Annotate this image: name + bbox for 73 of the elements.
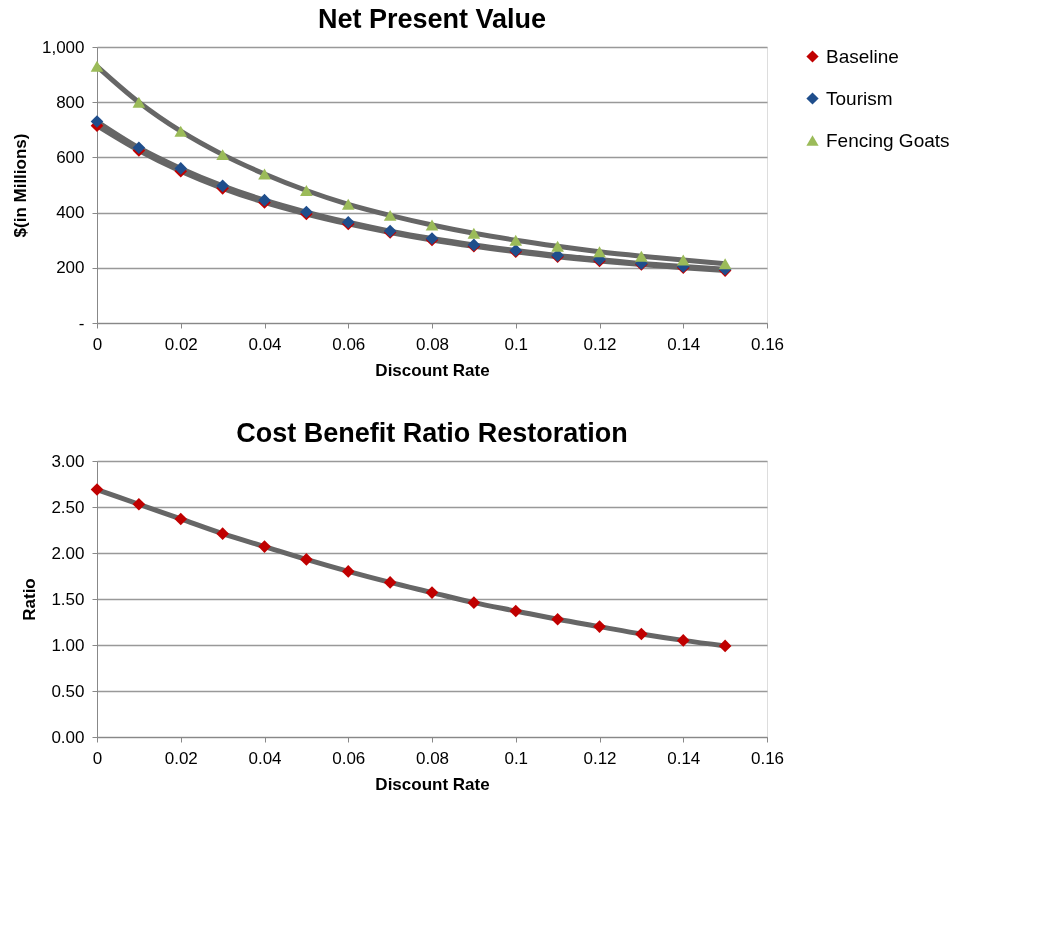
y-tick-label: 1.00 <box>51 635 85 655</box>
y-tick-label: 200 <box>56 258 85 278</box>
point <box>425 586 439 599</box>
y-tick-label: 1,000 <box>41 37 85 57</box>
y-tick-label: - <box>78 313 85 333</box>
x-tick-label: 0.14 <box>667 334 701 354</box>
point <box>635 627 648 641</box>
x-tick-label: 0.12 <box>583 748 617 768</box>
point <box>467 227 481 239</box>
point <box>90 60 104 72</box>
x-tick-label: 0.16 <box>750 334 785 354</box>
point <box>676 634 690 647</box>
x-tick-label: 0.04 <box>248 334 282 354</box>
x-tick-label: 0.02 <box>164 334 198 354</box>
point <box>509 234 523 246</box>
point <box>300 553 313 566</box>
x-tick-label: 0.1 <box>504 334 529 354</box>
point <box>383 209 397 221</box>
point <box>676 254 690 266</box>
point <box>383 576 397 589</box>
x-tick-label: 0.02 <box>164 748 198 768</box>
x-tick-label: 0.08 <box>415 748 450 768</box>
x-tick-label: 0.06 <box>332 334 366 354</box>
point <box>425 219 439 231</box>
point <box>718 258 732 270</box>
point <box>718 639 732 653</box>
legend-label: Baseline <box>826 45 899 67</box>
y-tick-label: 1.50 <box>51 589 85 609</box>
y-axis-title: $(in Millions) <box>10 133 30 238</box>
point <box>341 565 355 578</box>
point <box>258 168 271 180</box>
x-tick-label: 0.12 <box>583 334 617 354</box>
point <box>467 596 481 609</box>
point <box>341 198 355 210</box>
y-axis-title: Ratio <box>20 578 40 621</box>
point <box>300 185 313 196</box>
x-tick-label: 0 <box>92 748 103 768</box>
point <box>90 115 104 128</box>
chart-title: Net Present Value <box>317 4 547 34</box>
point <box>551 612 564 626</box>
y-tick-label: 2.50 <box>51 497 85 517</box>
point <box>593 246 606 258</box>
y-tick-label: 0.50 <box>51 681 85 701</box>
point <box>174 512 188 526</box>
x-axis-title: Discount Rate <box>375 774 490 794</box>
point <box>593 620 606 633</box>
y-tick-label: 400 <box>56 203 85 223</box>
point <box>216 527 229 541</box>
point <box>509 604 523 618</box>
point <box>132 497 146 511</box>
x-tick-label: 0.1 <box>504 748 529 768</box>
point <box>174 125 188 137</box>
legend-label: Tourism <box>826 87 893 109</box>
x-tick-label: 0.14 <box>667 748 701 768</box>
y-tick-label: 800 <box>56 92 85 112</box>
y-tick-label: 0.00 <box>51 727 85 747</box>
x-axis-title: Discount Rate <box>375 360 490 380</box>
y-tick-label: 2.00 <box>51 543 85 563</box>
x-tick-label: 0.04 <box>248 748 282 768</box>
x-tick-label: 0.08 <box>415 334 450 354</box>
x-tick-label: 0.16 <box>750 748 785 768</box>
x-tick-label: 0.06 <box>332 748 366 768</box>
x-tick-label: 0 <box>92 334 103 354</box>
point <box>90 483 104 496</box>
legend-label: Fencing Goats <box>826 129 950 151</box>
chart-title: Cost Benefit Ratio Restoration <box>236 418 628 448</box>
y-tick-label: 600 <box>56 147 85 167</box>
point <box>551 240 564 252</box>
point <box>132 96 146 108</box>
point <box>258 540 271 553</box>
point <box>635 250 648 262</box>
point <box>216 149 229 161</box>
y-tick-label: 3.00 <box>51 451 85 471</box>
